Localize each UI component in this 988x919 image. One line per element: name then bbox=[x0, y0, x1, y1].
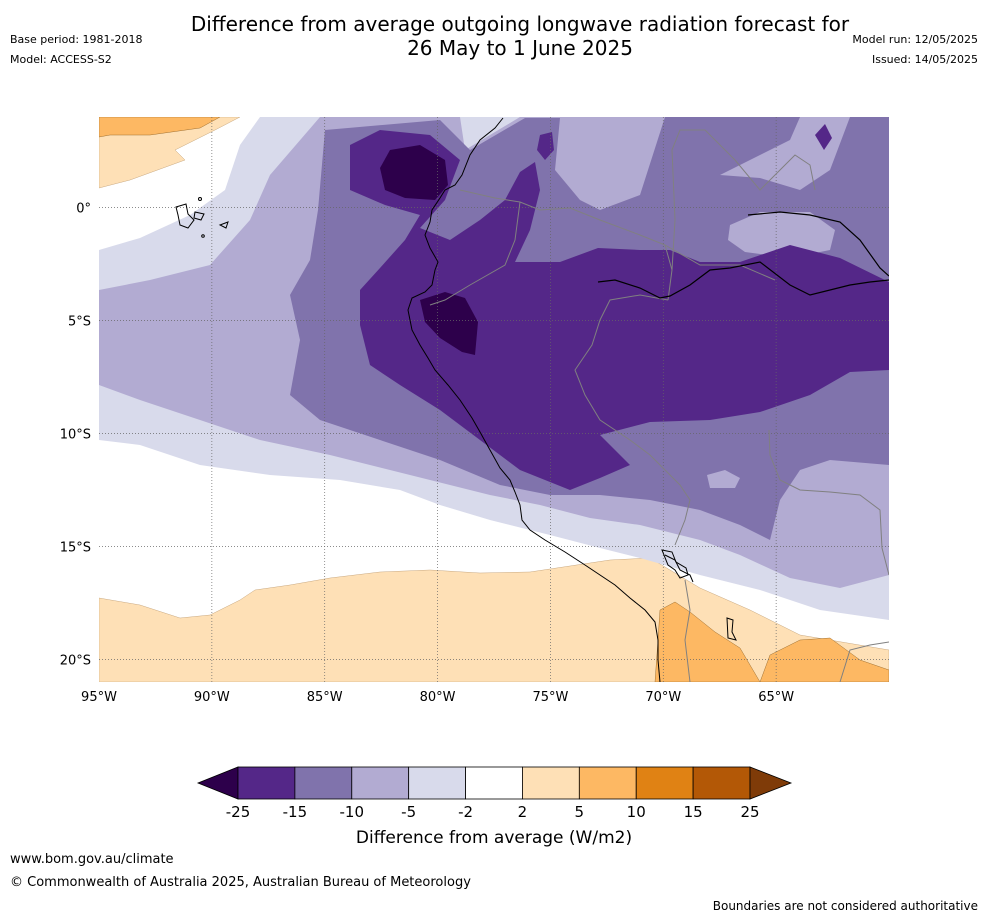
colorbar-tick-labels: -25 -15 -10 -5 -2 2 5 10 15 25 bbox=[226, 803, 760, 821]
colorbar-bin bbox=[692, 766, 751, 800]
colorbar-bin bbox=[408, 766, 466, 800]
field-5-to-10-south-b bbox=[759, 637, 889, 682]
footer-copyright: © Commonwealth of Australia 2025, Austra… bbox=[10, 875, 471, 890]
colorbar bbox=[196, 766, 793, 800]
coastline bbox=[407, 117, 694, 682]
amazon-river bbox=[597, 211, 889, 299]
lon-tick-label: 70°W bbox=[645, 690, 681, 705]
field-minus15-patch-top bbox=[537, 132, 554, 160]
colorbar-tick-label: 5 bbox=[575, 803, 585, 821]
model-name: Model: ACCESS-S2 bbox=[10, 53, 112, 66]
lon-tick-label: 85°W bbox=[307, 690, 343, 705]
field-minus15-patch-topright bbox=[815, 124, 832, 150]
latitude-tick-labels: 0° 5°S 10°S 15°S 20°S bbox=[60, 201, 91, 668]
colorbar-bin bbox=[578, 766, 637, 800]
colorbar-bin bbox=[351, 766, 410, 800]
lake-titicaca bbox=[661, 549, 737, 641]
colorbar-tick-label: -2 bbox=[458, 803, 473, 821]
lat-tick-label: 15°S bbox=[60, 540, 91, 555]
country-boundaries bbox=[429, 129, 889, 682]
footer-url[interactable]: www.bom.gov.au/climate bbox=[10, 852, 174, 867]
colorbar-tick-label: -15 bbox=[283, 803, 308, 821]
field-minus10-light-patch-east bbox=[728, 212, 835, 258]
colorbar-extend-low bbox=[196, 766, 239, 800]
colorbar-bin bbox=[635, 766, 694, 800]
base-period: Base period: 1981-2018 bbox=[10, 33, 143, 46]
lat-tick-label: 10°S bbox=[60, 427, 91, 442]
field-5-to-10-north bbox=[99, 117, 221, 138]
field-minus10-light-patch-south bbox=[707, 470, 740, 488]
meta-left: Base period: 1981-2018 Model: ACCESS-S2 bbox=[10, 30, 142, 70]
field-below-minus25-south bbox=[420, 292, 478, 355]
lon-tick-label: 65°W bbox=[758, 690, 794, 705]
meta-right: Model run: 12/05/2025 Issued: 14/05/2025 bbox=[852, 30, 978, 70]
lon-tick-label: 95°W bbox=[81, 690, 117, 705]
colorbar-tick-label: -10 bbox=[340, 803, 365, 821]
colorbar-bin bbox=[237, 766, 296, 800]
colorbar-tick-label: 10 bbox=[627, 803, 646, 821]
title-line-1: Difference from average outgoing longwav… bbox=[190, 12, 850, 36]
colorbar-bin bbox=[522, 766, 580, 800]
field-5-to-10-south-a bbox=[654, 601, 761, 682]
colorbar-tick-label: 2 bbox=[518, 803, 528, 821]
colorbar-tick-label: -25 bbox=[226, 803, 251, 821]
galapagos-islands bbox=[175, 197, 229, 238]
title-line-2: 26 May to 1 June 2025 bbox=[407, 36, 633, 60]
longitude-tick-labels: 95°W 90°W 85°W 80°W 75°W 70°W 65°W bbox=[81, 690, 794, 705]
lon-tick-label: 90°W bbox=[194, 690, 230, 705]
chart-title: Difference from average outgoing longwav… bbox=[160, 12, 880, 60]
colorbar-tick-label: 25 bbox=[740, 803, 759, 821]
colorbar-bin bbox=[294, 766, 353, 800]
lat-tick-label: 20°S bbox=[60, 653, 91, 668]
lon-tick-label: 80°W bbox=[420, 690, 456, 705]
issued-date: Issued: 14/05/2025 bbox=[871, 53, 978, 66]
colorbar-tick-label: -5 bbox=[401, 803, 416, 821]
gridlines bbox=[99, 117, 889, 682]
colorbar-bin bbox=[465, 766, 523, 800]
colorbar-extend-high bbox=[749, 766, 793, 800]
colorbar-label: Difference from average (W/m2) bbox=[356, 828, 632, 848]
lat-tick-label: 0° bbox=[76, 201, 91, 216]
map-area bbox=[99, 117, 889, 682]
footer-disclaimer: Boundaries are not considered authoritat… bbox=[712, 899, 978, 913]
colorbar-tick-label: 15 bbox=[684, 803, 703, 821]
field-minus15-to-minus25 bbox=[350, 130, 889, 490]
model-run: Model run: 12/05/2025 bbox=[852, 33, 978, 46]
field-below-minus25-north bbox=[380, 145, 448, 200]
lon-tick-label: 75°W bbox=[532, 690, 568, 705]
lat-tick-label: 5°S bbox=[68, 314, 91, 329]
